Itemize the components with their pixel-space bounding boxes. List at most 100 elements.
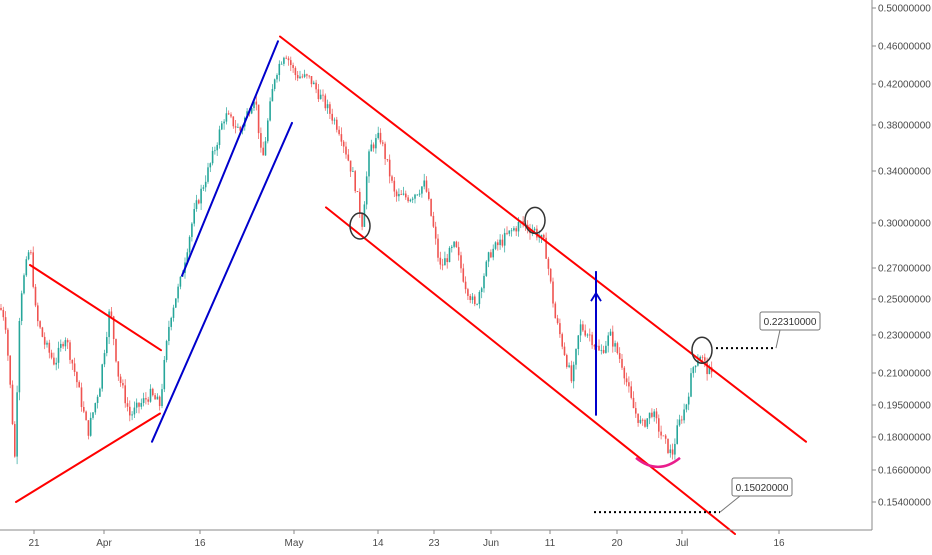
candle-body [168,326,170,342]
candle-body [78,382,80,388]
candle-body [308,75,310,77]
candle-body [227,113,230,115]
candle [451,244,453,253]
candle-body [34,286,37,306]
candle-body [704,357,706,361]
candle [646,418,649,430]
candle-body [317,89,320,100]
candle-body [416,194,419,196]
candle [129,400,131,422]
candle-body [572,364,575,382]
candle [697,354,699,367]
candle-body [152,388,154,396]
candle [331,108,333,125]
candle-body [377,132,379,139]
candle [559,318,561,338]
candle [55,357,57,371]
candle-body [204,181,207,188]
candle [568,362,570,369]
x-tick-label: 23 [428,538,440,549]
candle [692,366,695,378]
candle [60,339,62,352]
candle-body [209,163,212,168]
candle-body [250,108,253,114]
candle-body [163,359,166,390]
candle [448,246,451,263]
x-tick-label: May [285,538,304,549]
candle [660,425,662,440]
candle-body [356,191,359,192]
candle [400,189,402,196]
candle [395,189,398,202]
candle-body [455,241,458,248]
candle [683,403,685,424]
y-tick-label: 0.18000000 [878,433,931,444]
candle-body [612,331,614,347]
candle-body [234,126,237,128]
candle [655,407,658,424]
candle [85,410,87,421]
candle-body [347,154,350,161]
candle [94,402,97,415]
candle-body [62,343,64,347]
candle [575,348,577,370]
candle [142,392,145,407]
candle [108,309,110,344]
candle [547,256,550,276]
candle [690,368,692,398]
candle [50,349,53,360]
candle-body [138,402,140,407]
candle [140,398,143,410]
candle [485,260,488,277]
candle [446,253,448,269]
candle-body [372,144,375,149]
candle-body [591,334,593,346]
candle-body [393,180,396,192]
candle-body [352,171,354,172]
candle-body [126,403,129,407]
candle [372,142,375,152]
candle [152,387,154,397]
candle-body [462,268,465,282]
candle [204,175,207,192]
candle [276,73,278,83]
candle [379,128,382,145]
candle-body [165,341,168,360]
candle [651,408,653,419]
candle [308,75,310,79]
candle-body [439,257,442,265]
x-tick-label: 21 [28,538,40,549]
candle-body [345,146,347,155]
candle-body [363,204,366,227]
candle-body [434,226,437,239]
candle-body [575,348,577,365]
candle [119,373,122,387]
candle-body [382,142,384,144]
candle-body [379,132,382,143]
candle-body [669,449,672,454]
candle [336,116,338,133]
candle-body [110,311,113,317]
candle-body [87,420,90,436]
candle [69,339,71,364]
candle-body [221,123,223,130]
candle-body [630,386,632,398]
candle [322,89,324,102]
candle [460,251,462,273]
candle [292,62,294,73]
candle-body [453,241,455,247]
candle-body [510,230,513,232]
candle [628,376,630,393]
x-tick-label: 20 [611,538,623,549]
candle [340,127,343,146]
candle-body [589,334,591,336]
candle-body [478,291,481,305]
candle [112,315,115,346]
candle [589,328,591,342]
candle [388,154,391,184]
candle-body [632,397,635,409]
candle-body [106,337,108,354]
candle [561,332,563,350]
